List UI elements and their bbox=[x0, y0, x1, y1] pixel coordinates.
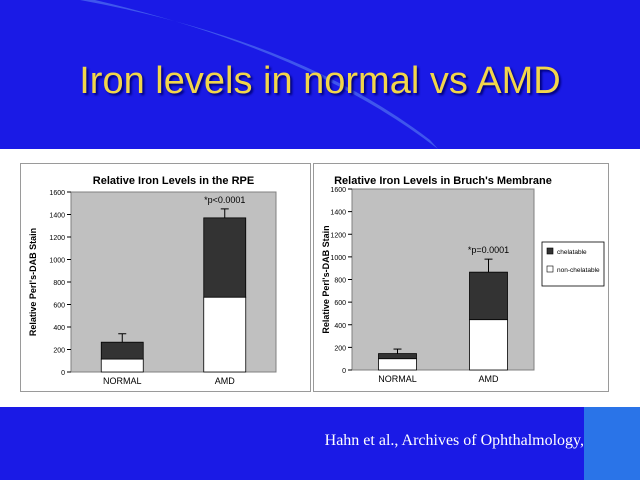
chart2-y-tick-label: 800 bbox=[334, 278, 346, 285]
chart1-y-axis-label: Relative Perl's-DAB Stain bbox=[28, 228, 38, 336]
chart1-y-tick-label: 1600 bbox=[49, 190, 65, 197]
chart1-x-tick-label: NORMAL bbox=[103, 376, 142, 386]
chart2-x-tick-label: NORMAL bbox=[378, 374, 417, 384]
chart2-y-tick-label: 1200 bbox=[330, 232, 346, 239]
chart2-y-tick-label: 1600 bbox=[330, 187, 346, 194]
chart1-significance-annotation: *p<0.0001 bbox=[204, 195, 245, 205]
chart1-y-tick-label: 1000 bbox=[49, 258, 65, 265]
chart1-y-tick-label: 800 bbox=[53, 280, 65, 287]
citation: Hahn et al., Archives of Ophthalmology, … bbox=[324, 432, 620, 449]
chart2-bar-non-chelatable bbox=[378, 358, 417, 371]
chart2-y-tick-label: 1000 bbox=[330, 255, 346, 262]
chart-bruchs: Relative Iron Levels in Bruch's Membrane… bbox=[313, 163, 609, 392]
chart2-bar-non-chelatable bbox=[469, 319, 508, 371]
chart1-title: Relative Iron Levels in the RPE bbox=[93, 175, 254, 187]
chart2-legend-swatch bbox=[546, 265, 554, 273]
chart2-bar-chelatable bbox=[469, 271, 508, 321]
chart2-y-tick-label: 0 bbox=[342, 368, 346, 375]
chart1-y-tick-label: 1200 bbox=[49, 235, 65, 242]
chart2-significance-annotation: *p=0.0001 bbox=[468, 245, 509, 255]
chart1-bar-non-chelatable bbox=[203, 296, 247, 373]
chart2-y-tick-label: 400 bbox=[334, 323, 346, 330]
chart1-bar-non-chelatable bbox=[100, 358, 144, 373]
chart2-y-tick-label: 200 bbox=[334, 345, 346, 352]
chart1-bar-chelatable bbox=[203, 217, 247, 298]
chart-rpe: Relative Iron Levels in the RPE Relative … bbox=[20, 163, 311, 392]
chart2-bar-chelatable bbox=[378, 353, 417, 360]
chart2-legend-label: chelatable bbox=[557, 249, 587, 256]
chart2-x-tick-label: AMD bbox=[479, 374, 500, 384]
chart1-x-tick-label: AMD bbox=[215, 376, 236, 386]
chart-bruchs-svg: Relative Iron Levels in Bruch's Membrane… bbox=[321, 175, 605, 384]
chart1-y-tick-label: 600 bbox=[53, 303, 65, 310]
chart-rpe-svg: Relative Iron Levels in the RPE Relative … bbox=[28, 175, 277, 386]
chart2-legend-swatch bbox=[546, 247, 554, 255]
chart1-bar-chelatable bbox=[100, 341, 144, 360]
chart2-legend-label: non-chelatable bbox=[557, 267, 600, 274]
chart1-y-tick-label: 1400 bbox=[49, 213, 65, 220]
slide-title: Iron levels in normal vs AMD bbox=[79, 60, 561, 102]
chart2-y-tick-label: 600 bbox=[334, 300, 346, 307]
chart2-title: Relative Iron Levels in Bruch's Membrane bbox=[334, 175, 552, 187]
chart1-y-tick-label: 400 bbox=[53, 325, 65, 332]
chart2-y-axis-label: Relative Perl's-DAB Stain bbox=[321, 225, 331, 333]
chart1-y-tick-label: 200 bbox=[53, 348, 65, 355]
corner-decoration bbox=[584, 407, 640, 480]
chart2-y-tick-label: 1400 bbox=[330, 210, 346, 217]
chart1-y-tick-label: 0 bbox=[61, 370, 65, 377]
